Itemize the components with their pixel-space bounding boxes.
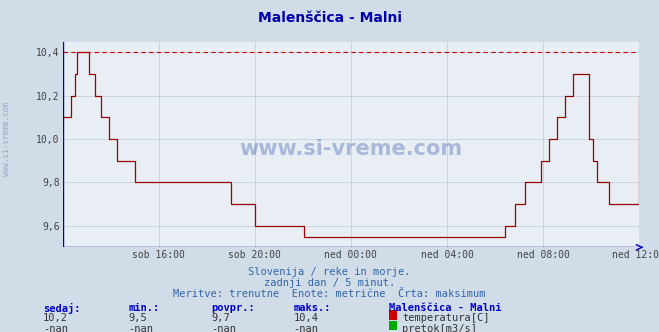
Text: www.si-vreme.com: www.si-vreme.com xyxy=(2,103,11,176)
Text: 9,7: 9,7 xyxy=(211,313,229,323)
Text: 10,2: 10,2 xyxy=(43,313,68,323)
Text: temperatura[C]: temperatura[C] xyxy=(402,313,490,323)
Text: -nan: -nan xyxy=(43,324,68,332)
Text: povpr.:: povpr.: xyxy=(211,303,254,313)
Text: Slovenija / reke in morje.: Slovenija / reke in morje. xyxy=(248,267,411,277)
Text: Meritve: trenutne  Enote: metrične  Črta: maksimum: Meritve: trenutne Enote: metrične Črta: … xyxy=(173,289,486,298)
Text: -nan: -nan xyxy=(129,324,154,332)
Text: maks.:: maks.: xyxy=(293,303,331,313)
Text: www.si-vreme.com: www.si-vreme.com xyxy=(239,138,463,159)
Text: pretok[m3/s]: pretok[m3/s] xyxy=(402,324,477,332)
Text: 10,4: 10,4 xyxy=(293,313,318,323)
Text: 9,5: 9,5 xyxy=(129,313,147,323)
Text: Malenščica - Malni: Malenščica - Malni xyxy=(389,303,501,313)
Text: -nan: -nan xyxy=(211,324,236,332)
Text: min.:: min.: xyxy=(129,303,159,313)
Text: sedaj:: sedaj: xyxy=(43,303,80,314)
Text: zadnji dan / 5 minut.: zadnji dan / 5 minut. xyxy=(264,278,395,288)
Text: -nan: -nan xyxy=(293,324,318,332)
Text: Malenščica - Malni: Malenščica - Malni xyxy=(258,11,401,25)
